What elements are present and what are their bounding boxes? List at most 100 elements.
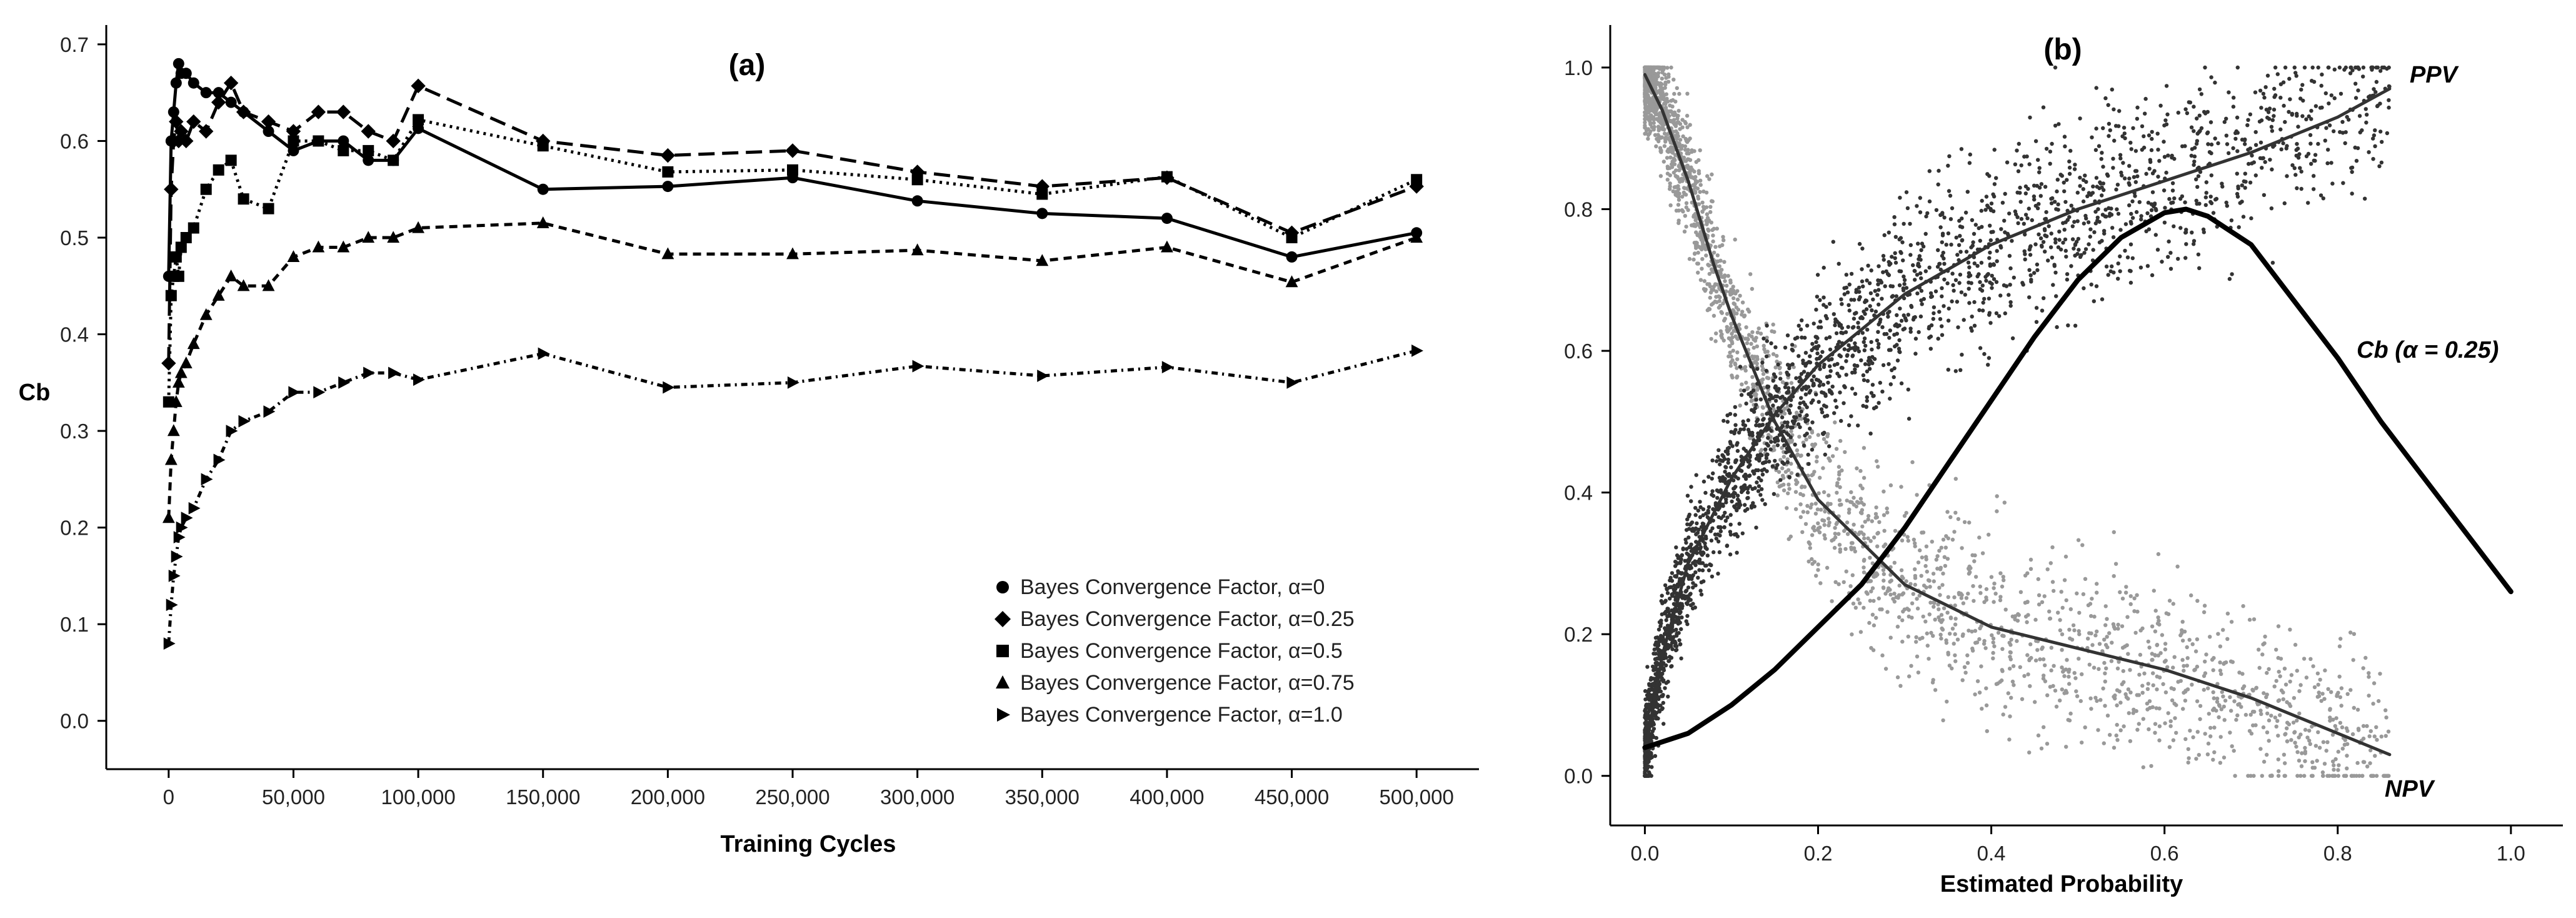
npv-point bbox=[2325, 740, 2330, 745]
npv-point bbox=[1729, 354, 1733, 359]
npv-point bbox=[2064, 745, 2068, 749]
npv-point bbox=[1671, 170, 1676, 175]
ppv-point bbox=[1776, 438, 1780, 443]
npv-point bbox=[1810, 533, 1815, 537]
npv-point bbox=[1984, 587, 1989, 592]
ppv-point bbox=[2052, 263, 2057, 267]
ppv-point bbox=[2022, 221, 2026, 226]
npv-point bbox=[2310, 724, 2314, 729]
npv-point bbox=[2203, 659, 2207, 664]
npv-point bbox=[1843, 547, 1848, 552]
ppv-point bbox=[2072, 246, 2076, 251]
npv-point bbox=[1932, 579, 1936, 583]
ppv-point bbox=[1810, 378, 1814, 383]
ppv-point bbox=[1716, 455, 1720, 459]
ppv-point bbox=[2225, 204, 2229, 208]
npv-point bbox=[1946, 595, 1950, 599]
ppv-point bbox=[1980, 283, 1985, 288]
npv-point bbox=[1967, 520, 1972, 525]
npv-point bbox=[2383, 708, 2388, 713]
npv-point bbox=[1795, 448, 1800, 453]
npv-point bbox=[1698, 148, 1702, 153]
ppv-point bbox=[1876, 330, 1880, 334]
ppv-point bbox=[2241, 214, 2246, 219]
ppv-point bbox=[2090, 191, 2095, 195]
npv-point bbox=[1813, 502, 1818, 506]
data-point bbox=[200, 87, 212, 99]
ppv-point bbox=[2355, 146, 2360, 151]
npv-point bbox=[2087, 662, 2092, 667]
ppv-point bbox=[2329, 161, 2333, 165]
npv-point bbox=[2206, 686, 2210, 690]
npv-point bbox=[1720, 332, 1724, 336]
npv-point bbox=[1837, 543, 1842, 547]
ppv-point bbox=[2116, 261, 2120, 266]
ppv-point bbox=[2235, 115, 2240, 120]
ppv-point bbox=[1819, 407, 1824, 411]
ppv-point bbox=[1904, 286, 1909, 290]
ppv-point bbox=[2260, 166, 2264, 170]
ppv-point bbox=[1876, 282, 1880, 286]
ppv-point bbox=[1897, 323, 1902, 328]
npv-point bbox=[2299, 764, 2304, 769]
data-point bbox=[413, 114, 424, 126]
ppv-point bbox=[2101, 164, 2105, 169]
ppv-point bbox=[1767, 459, 1772, 464]
npv-point bbox=[1870, 561, 1875, 565]
ppv-point bbox=[1698, 588, 1703, 593]
ppv-point bbox=[2197, 266, 2202, 270]
ppv-point bbox=[1695, 530, 1700, 535]
npv-point bbox=[1668, 173, 1672, 178]
npv-point bbox=[1731, 348, 1735, 353]
ppv-point bbox=[1799, 396, 1803, 400]
npv-point bbox=[1850, 632, 1854, 637]
ppv-point bbox=[2229, 218, 2234, 223]
ppv-point bbox=[2213, 197, 2218, 202]
data-point bbox=[388, 154, 399, 166]
npv-point bbox=[1939, 613, 1944, 617]
panel-a-chart: 0 50,000 100,000 150,000 200,000 250,000 300,0… bbox=[19, 25, 1479, 857]
ppv-point bbox=[1723, 465, 1728, 469]
npv-point bbox=[1807, 559, 1811, 564]
npv-point bbox=[1875, 572, 1880, 577]
npv-point bbox=[1900, 538, 1905, 543]
npv-point bbox=[2276, 774, 2281, 778]
ppv-point bbox=[1760, 498, 1765, 502]
npv-point bbox=[1992, 586, 1996, 590]
npv-point bbox=[2128, 602, 2133, 607]
ppv-point bbox=[2114, 187, 2118, 192]
ppv-point bbox=[1645, 665, 1650, 669]
ppv-point bbox=[2378, 69, 2383, 73]
npv-point bbox=[2157, 675, 2162, 680]
ppv-point bbox=[1790, 419, 1795, 423]
ppv-point bbox=[1893, 235, 1898, 239]
ppv-point bbox=[2203, 195, 2208, 199]
ppv-point bbox=[2209, 142, 2214, 147]
data-point bbox=[179, 356, 193, 369]
npv-point bbox=[1838, 485, 1842, 490]
ppv-point bbox=[1977, 308, 1982, 313]
ppv-point bbox=[1673, 648, 1678, 653]
ppv-point bbox=[2091, 184, 2095, 189]
ppv-point bbox=[2127, 181, 2131, 185]
npv-point bbox=[1862, 605, 1866, 610]
data-point bbox=[336, 104, 351, 119]
npv-point bbox=[2089, 613, 2093, 618]
ppv-point bbox=[1906, 313, 1910, 317]
npv-point bbox=[2011, 664, 2016, 668]
ppv-point bbox=[2050, 141, 2054, 146]
ppv-point bbox=[2040, 245, 2044, 249]
ppv-point bbox=[1797, 354, 1801, 358]
npv-point bbox=[1872, 598, 1876, 603]
npv-point bbox=[1882, 544, 1886, 548]
ppv-point bbox=[1984, 194, 1989, 199]
ppv-point bbox=[1703, 490, 1708, 495]
npv-point bbox=[2077, 629, 2081, 633]
npv-point bbox=[2090, 643, 2095, 647]
npv-point bbox=[2170, 698, 2175, 703]
data-point bbox=[224, 270, 238, 281]
npv-point bbox=[2171, 738, 2176, 742]
npv-point bbox=[1710, 270, 1715, 274]
npv-point bbox=[2298, 732, 2303, 737]
npv-point bbox=[1852, 502, 1857, 507]
